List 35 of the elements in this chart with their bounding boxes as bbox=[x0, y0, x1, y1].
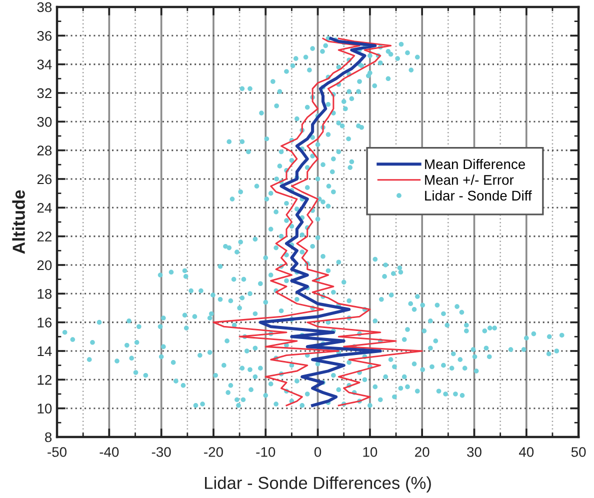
y-tick-label: 20 bbox=[37, 260, 52, 270]
y-axis-title: Altitude bbox=[12, 190, 25, 254]
y-tick-label: 30 bbox=[37, 116, 52, 127]
y-tick-label: 26 bbox=[37, 174, 52, 184]
y-tick-label: 8 bbox=[45, 432, 52, 442]
y-tick-label: 36 bbox=[37, 30, 52, 41]
y-tick-label: 10 bbox=[38, 404, 52, 414]
x-tick-label: 20 bbox=[415, 447, 430, 457]
x-tick-label: -50 bbox=[48, 447, 67, 457]
y-tick-label: 12 bbox=[38, 374, 52, 385]
x-tick-label: -10 bbox=[256, 447, 276, 457]
y-tick-label: 38 bbox=[37, 2, 52, 12]
y-tick-label: 24 bbox=[37, 202, 52, 213]
x-tick-label: -30 bbox=[152, 447, 171, 457]
y-tick-label: 16 bbox=[38, 318, 52, 328]
line-series bbox=[212, 38, 360, 406]
y-tick-label: 34 bbox=[37, 60, 52, 70]
x-tick-label: 40 bbox=[519, 447, 534, 457]
y-tick-label: 14 bbox=[38, 346, 52, 356]
x-tick-label: 10 bbox=[363, 447, 378, 457]
y-tick-label: 32 bbox=[37, 88, 52, 98]
y-tick-label: 18 bbox=[38, 288, 52, 299]
legend-label: Lidar - Sonde Diff bbox=[425, 190, 532, 201]
x-tick-label: 30 bbox=[467, 447, 482, 457]
line-series bbox=[258, 36, 382, 407]
y-tick-label: 22 bbox=[37, 232, 52, 242]
line-series bbox=[290, 38, 423, 406]
legend-label: Mean +/- Error bbox=[425, 174, 514, 185]
legend-label: Mean Difference bbox=[425, 158, 526, 170]
x-tick-label: -20 bbox=[204, 447, 223, 457]
x-tick-label: -40 bbox=[100, 447, 119, 457]
x-axis-title: Lidar - Sonde Differences (%) bbox=[205, 476, 431, 493]
y-tick-label: 28 bbox=[37, 146, 52, 156]
x-tick-label: 0 bbox=[314, 447, 322, 457]
x-tick-label: 50 bbox=[571, 447, 586, 457]
